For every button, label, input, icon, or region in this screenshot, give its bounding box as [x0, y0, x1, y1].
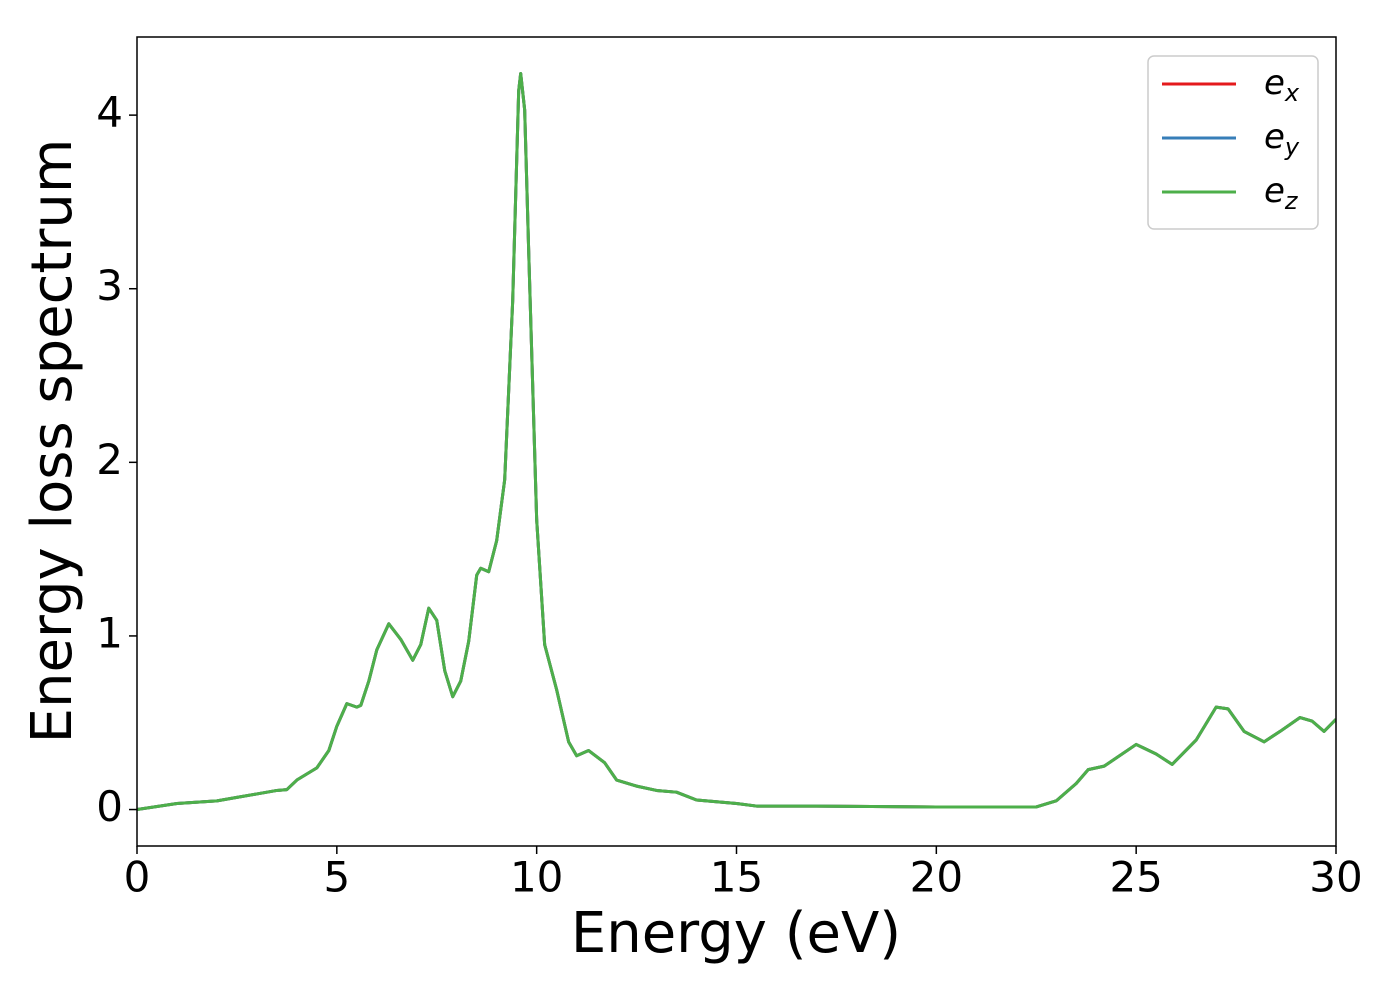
- x-tick-label: 25: [1109, 853, 1162, 902]
- legend-label: ex: [1264, 63, 1300, 108]
- x-tick-label: 20: [910, 853, 963, 902]
- x-tick-label: 0: [124, 853, 151, 902]
- plot-frame: [136, 36, 1337, 847]
- y-tick-label: 4: [96, 88, 123, 137]
- x-tick-label: 15: [710, 853, 763, 902]
- x-tick-label: 30: [1309, 853, 1362, 902]
- y-tick-label: 3: [96, 261, 123, 310]
- y-axis-label: Energy loss spectrum: [20, 139, 85, 744]
- y-tick-label: 1: [96, 608, 123, 657]
- data-line: [137, 71, 1336, 812]
- legend-box: [1147, 55, 1319, 230]
- x-tick-label: 5: [323, 853, 350, 902]
- x-tick-label: 10: [510, 853, 563, 902]
- y-tick-label: 0: [96, 782, 123, 831]
- legend-label: ey: [1264, 117, 1300, 162]
- x-axis-label: Energy (eV): [571, 901, 901, 966]
- legend-label: ez: [1264, 171, 1299, 216]
- y-tick-label: 2: [96, 435, 123, 484]
